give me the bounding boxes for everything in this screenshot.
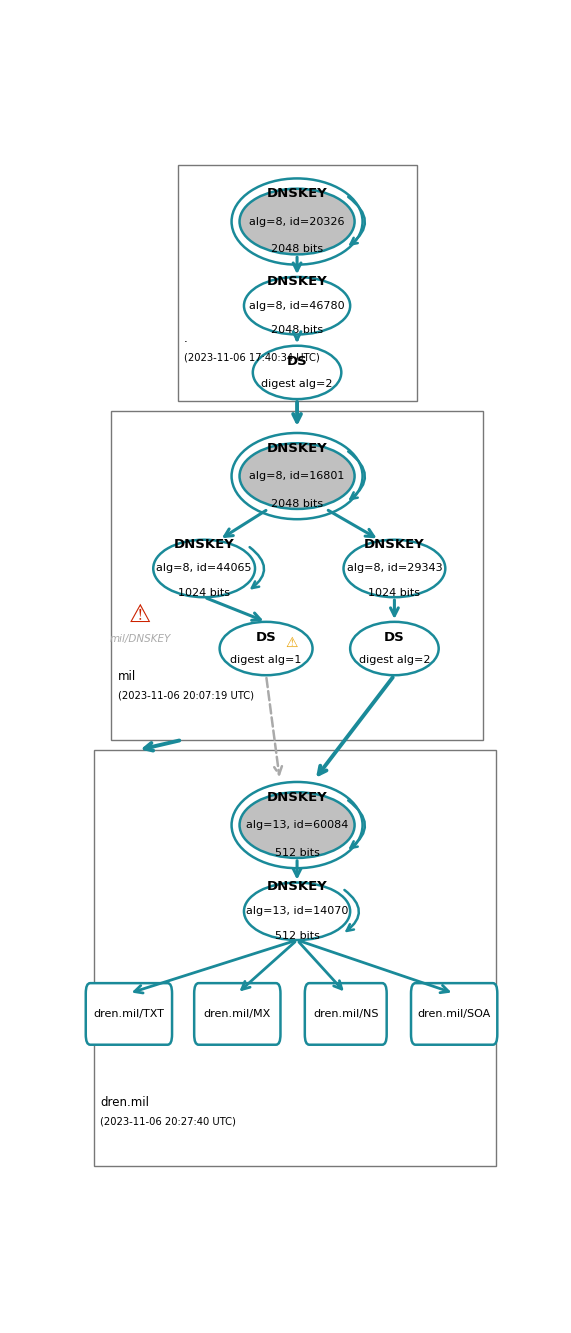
Text: 2048 bits: 2048 bits	[271, 499, 323, 509]
Text: DNSKEY: DNSKEY	[174, 537, 235, 551]
Text: dren.mil/NS: dren.mil/NS	[313, 1009, 379, 1018]
Text: alg=8, id=29343: alg=8, id=29343	[347, 564, 442, 573]
Text: digest alg=2: digest alg=2	[359, 655, 430, 665]
FancyBboxPatch shape	[305, 984, 387, 1045]
Text: alg=13, id=60084: alg=13, id=60084	[246, 820, 348, 830]
Text: ⚠: ⚠	[129, 603, 151, 627]
Text: alg=13, id=14070: alg=13, id=14070	[246, 906, 348, 916]
Text: 512 bits: 512 bits	[275, 930, 320, 941]
Text: (2023-11-06 20:07:19 UTC): (2023-11-06 20:07:19 UTC)	[118, 690, 254, 701]
Text: digest alg=1: digest alg=1	[231, 655, 302, 665]
FancyBboxPatch shape	[86, 984, 172, 1045]
Text: alg=8, id=20326: alg=8, id=20326	[250, 216, 345, 227]
Bar	[111, 412, 483, 740]
Ellipse shape	[220, 623, 312, 676]
Ellipse shape	[253, 345, 341, 399]
FancyBboxPatch shape	[411, 984, 497, 1045]
Text: DS: DS	[256, 631, 276, 644]
Ellipse shape	[344, 540, 445, 597]
Ellipse shape	[240, 792, 355, 858]
Text: .: .	[184, 332, 188, 345]
Text: 512 bits: 512 bits	[275, 848, 320, 858]
Text: mil/DNSKEY: mil/DNSKEY	[109, 635, 171, 644]
Ellipse shape	[350, 623, 439, 676]
Text: DS: DS	[384, 631, 405, 644]
Text: dren.mil/SOA: dren.mil/SOA	[417, 1009, 491, 1018]
FancyBboxPatch shape	[194, 984, 280, 1045]
Text: (2023-11-06 20:27:40 UTC): (2023-11-06 20:27:40 UTC)	[100, 1117, 236, 1126]
Text: alg=8, id=44065: alg=8, id=44065	[156, 564, 252, 573]
Ellipse shape	[244, 277, 350, 335]
Text: dren.mil/MX: dren.mil/MX	[204, 1009, 271, 1018]
Text: ⚠: ⚠	[286, 636, 298, 651]
Bar	[178, 165, 416, 401]
Text: DNSKEY: DNSKEY	[267, 880, 327, 893]
Text: DNSKEY: DNSKEY	[267, 441, 327, 455]
Text: 1024 bits: 1024 bits	[178, 588, 230, 599]
Text: DNSKEY: DNSKEY	[364, 537, 425, 551]
Ellipse shape	[153, 540, 255, 597]
Text: 2048 bits: 2048 bits	[271, 244, 323, 255]
Text: dren.mil: dren.mil	[100, 1096, 149, 1109]
Text: 2048 bits: 2048 bits	[271, 325, 323, 335]
Text: dren.mil/TXT: dren.mil/TXT	[94, 1009, 164, 1018]
Text: alg=8, id=16801: alg=8, id=16801	[250, 471, 345, 481]
Text: (2023-11-06 17:40:34 UTC): (2023-11-06 17:40:34 UTC)	[184, 352, 320, 363]
Text: DNSKEY: DNSKEY	[267, 275, 327, 288]
Text: mil: mil	[118, 670, 136, 684]
Ellipse shape	[240, 189, 355, 255]
Text: DS: DS	[287, 355, 307, 368]
Ellipse shape	[244, 882, 350, 940]
Bar	[94, 750, 496, 1166]
Ellipse shape	[240, 444, 355, 509]
Text: digest alg=2: digest alg=2	[262, 379, 333, 389]
Text: 1024 bits: 1024 bits	[368, 588, 420, 599]
Text: DNSKEY: DNSKEY	[267, 790, 327, 804]
Text: DNSKEY: DNSKEY	[267, 187, 327, 200]
Text: alg=8, id=46780: alg=8, id=46780	[250, 301, 345, 311]
